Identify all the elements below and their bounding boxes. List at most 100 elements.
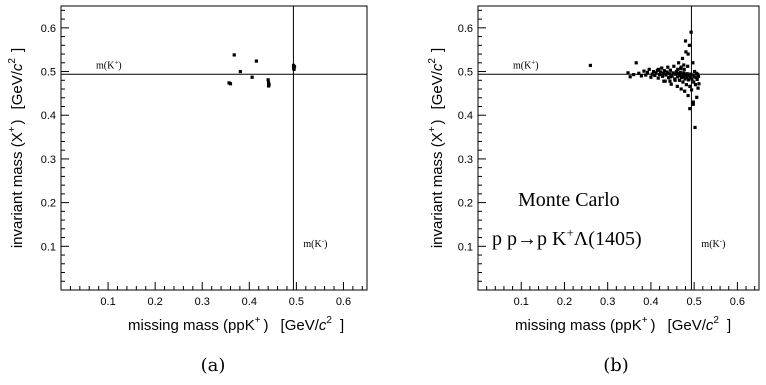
data-point [254, 59, 258, 63]
data-point [678, 73, 682, 78]
x-label-unit: [GeV/ [668, 317, 707, 334]
y-label-sup: + [7, 126, 18, 132]
data-point [691, 100, 695, 104]
data-point [687, 73, 691, 78]
data-point [667, 72, 672, 76]
data-point [689, 30, 693, 34]
data-point [683, 73, 688, 77]
data-point [650, 72, 654, 76]
y-label-unit: [GeV/ [9, 70, 26, 109]
annotation-lambda: Λ(1405) [574, 228, 642, 250]
data-point [680, 76, 684, 80]
data-point [690, 77, 694, 81]
data-point [686, 64, 690, 68]
data-point [683, 77, 687, 81]
y-label-close: ) [429, 119, 446, 124]
data-point [667, 76, 671, 80]
data-point [689, 72, 693, 76]
data-point [632, 72, 636, 77]
data-point [695, 95, 699, 99]
y-tick-label: 0.5 [458, 67, 473, 79]
x-axis-label: missing mass (ppK+) [GeV/c2] [515, 315, 731, 334]
ref-label-v-close: ) [722, 239, 725, 250]
data-point [639, 74, 644, 78]
x-tick-label: 0.6 [730, 296, 745, 308]
x-label-unit-sup: 2 [326, 315, 332, 326]
data-point [673, 78, 677, 82]
x-tick-label: 0.5 [687, 296, 702, 308]
data-point [693, 125, 697, 130]
ref-label-v-text: m(K [701, 239, 720, 250]
data-point [662, 69, 666, 73]
data-point [657, 72, 662, 77]
y-axis-label: invariant mass (X+) [GeV/c2] [7, 48, 26, 248]
data-point [680, 72, 684, 76]
data-point [660, 66, 664, 70]
data-point [266, 78, 270, 82]
y-label-unit-c: c [9, 63, 26, 71]
data-point [676, 75, 680, 79]
data-point [694, 76, 698, 80]
data-point [647, 67, 651, 71]
data-point [686, 78, 691, 82]
data-point [680, 56, 685, 61]
data-points [227, 53, 297, 88]
data-point [626, 71, 630, 75]
x-label-unit: [GeV/ [281, 317, 320, 334]
x-tick-label: 0.4 [242, 296, 257, 308]
data-point [671, 71, 675, 75]
data-point [678, 70, 682, 75]
data-point [691, 102, 695, 106]
data-point [691, 61, 695, 65]
data-point [685, 75, 689, 79]
data-point [637, 71, 641, 75]
ref-label-horizontal: m(K+) [513, 58, 539, 71]
x-label-close: ) [264, 317, 269, 334]
data-point [689, 88, 694, 92]
ref-label-vertical: m(K-) [303, 237, 327, 250]
y-tick-label: 0.1 [458, 241, 473, 253]
annotation-reaction-final: p K [537, 228, 567, 250]
data-point [683, 39, 688, 43]
panel-a: 0.1 0.2 0.3 0.4 0.5 0.60.10.20.30.40.50.6m(K+… [7, 5, 368, 376]
ref-label-v-text: m(K [303, 239, 322, 250]
data-point [692, 69, 697, 74]
data-point [664, 73, 668, 77]
annotation-reaction-initial: p p [492, 228, 517, 250]
y-tick-label: 0.6 [41, 23, 56, 35]
data-point [267, 83, 271, 87]
data-point [658, 70, 663, 74]
ref-label-v-sup: - [720, 237, 723, 245]
y-tick-label: 0.2 [41, 198, 56, 210]
data-point [697, 82, 701, 86]
y-label-main: invariant mass (X [429, 132, 446, 248]
data-point [682, 67, 686, 71]
x-tick-label: 0.1 [100, 296, 115, 308]
data-point [688, 84, 692, 88]
plot-frame [477, 5, 760, 291]
x-axis-label: missing mass (ppK+) [GeV/c2] [128, 315, 344, 334]
y-label-unit-sup: 2 [7, 58, 18, 64]
ref-label-vertical: m(K-) [701, 237, 725, 250]
x-tick-label: 0.5 [289, 296, 304, 308]
data-point [684, 83, 688, 87]
panel-b: 0.1 0.2 0.3 0.4 0.5 0.60.10.20.30.40.50.6m(K+… [427, 5, 760, 376]
ref-label-h-sup: + [114, 58, 118, 66]
y-label-unit-c: c [429, 63, 446, 71]
data-point [688, 107, 692, 111]
x-label-unit-close: ] [340, 317, 344, 334]
panel-caption: (a) [201, 355, 226, 376]
y-label-sup: + [427, 126, 438, 132]
ref-label-h-sup: + [531, 58, 535, 66]
data-point [634, 61, 638, 65]
data-point [649, 75, 653, 79]
x-tick-label: 0.3 [600, 296, 615, 308]
ref-label-h-close: ) [118, 60, 121, 71]
y-tick-label: 0.6 [458, 23, 473, 35]
x-tick-label: 0.2 [557, 296, 572, 308]
data-point [687, 43, 691, 47]
x-label-unit-c: c [706, 317, 714, 334]
data-point [695, 77, 699, 82]
data-point [692, 74, 696, 78]
